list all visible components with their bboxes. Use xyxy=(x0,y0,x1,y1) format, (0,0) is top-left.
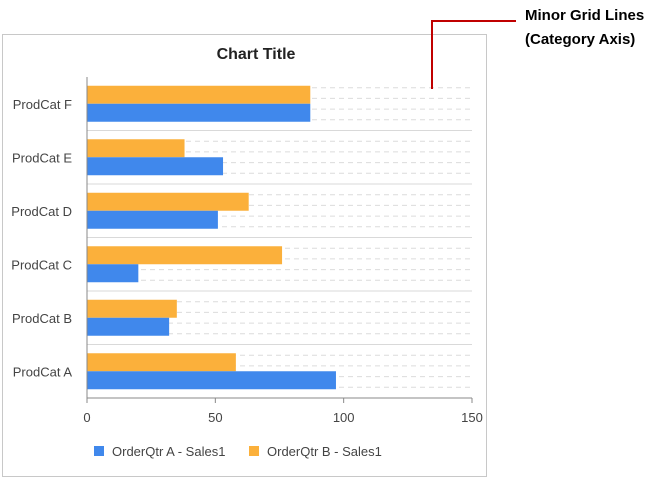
value-tick-label: 150 xyxy=(461,410,483,425)
value-tick-label: 100 xyxy=(333,410,355,425)
bar-series-1 xyxy=(87,103,311,122)
category-tick-label: ProdCat D xyxy=(11,204,72,219)
bar-series-2 xyxy=(87,299,177,318)
bar-series-2 xyxy=(87,192,249,211)
value-tick-label: 50 xyxy=(208,410,222,425)
bar-series-2 xyxy=(87,139,185,158)
bar-series-1 xyxy=(87,210,218,229)
category-tick-label: ProdCat B xyxy=(12,311,72,326)
legend-label: OrderQtr A - Sales1 xyxy=(112,444,225,459)
legend-label: OrderQtr B - Sales1 xyxy=(267,444,382,459)
bar-series-1 xyxy=(87,264,139,283)
legend: OrderQtr A - Sales1 OrderQtr B - Sales1 xyxy=(94,444,382,459)
bars xyxy=(87,85,336,390)
bar-series-1 xyxy=(87,317,170,336)
category-tick-label: ProdCat F xyxy=(13,97,72,112)
bar-series-1 xyxy=(87,371,336,390)
category-tick-label: ProdCat A xyxy=(13,364,73,379)
legend-swatch xyxy=(94,446,104,456)
annotation-text: Minor Grid Lines (Category Axis) xyxy=(525,4,644,52)
bar-series-2 xyxy=(87,353,236,372)
axes: ProdCat A ProdCat B ProdCat C ProdCat D Prod… xyxy=(11,77,483,425)
legend-swatch xyxy=(249,446,259,456)
bar-series-2 xyxy=(87,85,311,104)
annotation-leader-line xyxy=(431,20,516,89)
value-tick-label: 0 xyxy=(83,410,90,425)
category-tick-label: ProdCat C xyxy=(11,257,72,272)
chart-title: Chart Title xyxy=(217,46,296,63)
annotation-line-2: (Category Axis) xyxy=(525,31,636,48)
grid-lines xyxy=(87,87,472,388)
category-tick-label: ProdCat E xyxy=(12,150,72,165)
bar-series-1 xyxy=(87,157,224,176)
annotation-line-1: Minor Grid Lines xyxy=(525,7,645,24)
bar-series-2 xyxy=(87,246,283,265)
